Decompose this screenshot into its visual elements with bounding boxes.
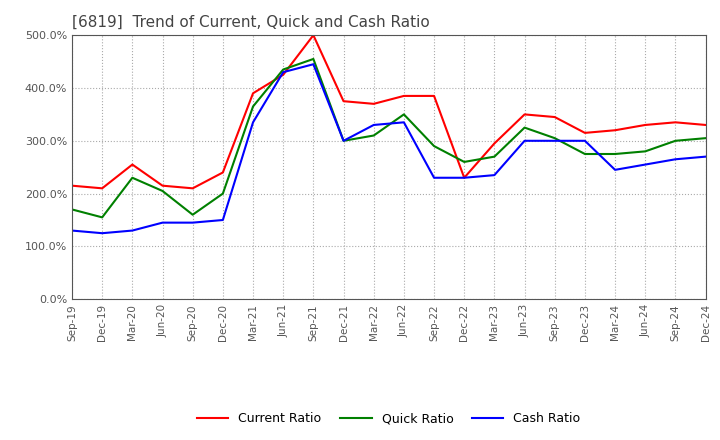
Cash Ratio — [128, 228, 137, 233]
Quick Ratio — [641, 149, 649, 154]
Current Ratio — [580, 130, 589, 136]
Cash Ratio — [550, 138, 559, 143]
Quick Ratio — [400, 112, 408, 117]
Current Ratio — [701, 122, 710, 128]
Cash Ratio — [671, 157, 680, 162]
Cash Ratio — [400, 120, 408, 125]
Quick Ratio — [219, 191, 228, 196]
Quick Ratio — [248, 104, 257, 109]
Cash Ratio — [369, 122, 378, 128]
Line: Cash Ratio: Cash Ratio — [72, 64, 706, 233]
Current Ratio — [279, 72, 287, 77]
Current Ratio — [550, 114, 559, 120]
Quick Ratio — [430, 143, 438, 149]
Current Ratio — [68, 183, 76, 188]
Quick Ratio — [279, 67, 287, 72]
Cash Ratio — [98, 231, 107, 236]
Quick Ratio — [189, 212, 197, 217]
Cash Ratio — [460, 175, 469, 180]
Cash Ratio — [309, 62, 318, 67]
Line: Quick Ratio: Quick Ratio — [72, 59, 706, 217]
Cash Ratio — [701, 154, 710, 159]
Cash Ratio — [68, 228, 76, 233]
Current Ratio — [671, 120, 680, 125]
Cash Ratio — [248, 120, 257, 125]
Legend: Current Ratio, Quick Ratio, Cash Ratio: Current Ratio, Quick Ratio, Cash Ratio — [192, 407, 585, 430]
Current Ratio — [611, 128, 619, 133]
Cash Ratio — [490, 172, 499, 178]
Current Ratio — [460, 175, 469, 180]
Quick Ratio — [580, 151, 589, 157]
Quick Ratio — [339, 138, 348, 143]
Text: [6819]  Trend of Current, Quick and Cash Ratio: [6819] Trend of Current, Quick and Cash … — [72, 15, 430, 30]
Quick Ratio — [550, 136, 559, 141]
Cash Ratio — [158, 220, 167, 225]
Quick Ratio — [490, 154, 499, 159]
Cash Ratio — [189, 220, 197, 225]
Cash Ratio — [641, 162, 649, 167]
Current Ratio — [98, 186, 107, 191]
Quick Ratio — [309, 56, 318, 62]
Current Ratio — [641, 122, 649, 128]
Cash Ratio — [580, 138, 589, 143]
Quick Ratio — [460, 159, 469, 165]
Current Ratio — [339, 99, 348, 104]
Cash Ratio — [219, 217, 228, 223]
Current Ratio — [369, 101, 378, 106]
Quick Ratio — [521, 125, 529, 130]
Cash Ratio — [521, 138, 529, 143]
Current Ratio — [248, 91, 257, 96]
Quick Ratio — [158, 188, 167, 194]
Cash Ratio — [339, 138, 348, 143]
Quick Ratio — [98, 215, 107, 220]
Quick Ratio — [701, 136, 710, 141]
Current Ratio — [189, 186, 197, 191]
Cash Ratio — [279, 70, 287, 75]
Line: Current Ratio: Current Ratio — [72, 35, 706, 188]
Quick Ratio — [68, 207, 76, 212]
Current Ratio — [309, 33, 318, 38]
Current Ratio — [400, 93, 408, 99]
Quick Ratio — [369, 133, 378, 138]
Current Ratio — [490, 141, 499, 146]
Quick Ratio — [671, 138, 680, 143]
Cash Ratio — [611, 167, 619, 172]
Current Ratio — [521, 112, 529, 117]
Quick Ratio — [128, 175, 137, 180]
Quick Ratio — [611, 151, 619, 157]
Current Ratio — [219, 170, 228, 175]
Cash Ratio — [430, 175, 438, 180]
Current Ratio — [430, 93, 438, 99]
Current Ratio — [128, 162, 137, 167]
Current Ratio — [158, 183, 167, 188]
